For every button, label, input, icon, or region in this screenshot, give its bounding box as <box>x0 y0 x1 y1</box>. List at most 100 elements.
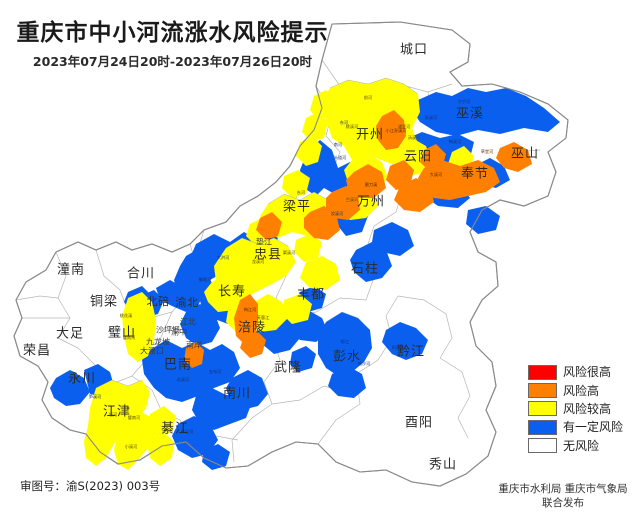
district-label: 南川 <box>222 386 252 402</box>
legend-swatch <box>528 364 557 380</box>
river-label: 浦里河 <box>397 124 411 129</box>
river-label: 大洪河 <box>216 255 230 260</box>
river-label: 汤溪河 <box>407 135 421 140</box>
river-label: 小溪河 <box>124 444 138 449</box>
district-label: 酉阳 <box>404 415 434 431</box>
legend-label: 风险很高 <box>563 365 612 380</box>
river-label: 彭溪河 <box>424 115 438 120</box>
risk-areas-high <box>184 110 532 368</box>
district-label: 开州 <box>355 127 385 143</box>
district-label: 江北 <box>180 317 196 327</box>
district-label: 巫溪 <box>455 106 485 122</box>
river-label: 细沙河 <box>357 361 371 366</box>
river-label: 五布河 <box>208 369 222 374</box>
river-label: 渠溪河 <box>282 250 296 255</box>
river-label: 桃花溪 <box>119 313 133 318</box>
district-label: 潼南 <box>56 262 86 278</box>
river-label: 小江澎溪河 <box>385 128 407 133</box>
issuer-line-2: 联合发布 <box>542 497 584 509</box>
district-label: 万州 <box>356 194 386 210</box>
district-label: 合川 <box>126 266 156 282</box>
river-label: 龙溪河 <box>251 259 265 264</box>
river-label: 东河 <box>296 190 306 195</box>
district-label: 渝北 <box>175 296 199 309</box>
district-label: 九龙坡 <box>146 337 170 347</box>
map-approval-number: 审图号：渝S(2023) 003号 <box>20 479 161 493</box>
page-subtitle: 2023年07月24日20时-2023年07月26日20时 <box>32 54 313 69</box>
district-label: 涪陵 <box>237 320 267 336</box>
district-label: 璧山 <box>107 325 137 341</box>
district-label: 沙坪坝 <box>156 325 180 335</box>
river-label: 东河 <box>339 120 349 125</box>
district-label: 永川 <box>67 371 97 387</box>
river-label: 草堂河 <box>480 149 494 154</box>
district-label: 彭水 <box>332 349 362 365</box>
district-label: 巫山 <box>510 146 540 162</box>
legend-label: 风险高 <box>563 383 600 398</box>
river-label: 塘河 <box>108 412 118 417</box>
river-label: 头道河 <box>333 155 347 160</box>
issuer-block: 重庆市水利局 重庆市气象局 联合发布 <box>484 482 642 510</box>
district-label: 城口 <box>399 42 429 58</box>
legend-row: 风险高 <box>528 381 623 399</box>
river-label: 芙蓉江 <box>256 315 270 320</box>
district-label: 巴南 <box>163 357 193 373</box>
district-label: 长寿 <box>217 284 247 300</box>
district-label: 江津 <box>102 404 132 420</box>
issuer-line-1: 重庆市水利局 重庆市气象局 <box>498 483 628 495</box>
district-label: 黔江 <box>396 344 426 360</box>
legend-swatch <box>528 438 557 454</box>
river-label: 前河 <box>363 95 373 100</box>
river-label: 梅江河 <box>243 307 257 312</box>
district-label: 北碚 <box>146 295 170 308</box>
legend-label: 无风险 <box>563 438 600 453</box>
district-label: 忠县 <box>253 247 283 263</box>
river-label: 阿蓬江 <box>391 345 405 350</box>
district-label: 垫江 <box>256 237 272 247</box>
river-label: 梅溪河 <box>448 139 462 144</box>
river-label: 磨刀溪 <box>364 182 378 187</box>
legend-row: 风险很高 <box>528 363 623 381</box>
river-label: 大宁河 <box>457 99 471 104</box>
district-label: 綦江 <box>160 421 190 437</box>
river-label: 璧南河 <box>122 335 136 340</box>
district-label: 大足 <box>55 326 85 342</box>
page-title: 重庆市中小河流涨水风险提示 <box>16 19 329 46</box>
district-label: 铜梁 <box>89 294 119 310</box>
river-label: 苎溪河 <box>345 197 359 202</box>
district-label: 秀山 <box>428 457 458 473</box>
legend-label: 有一定风险 <box>563 420 624 435</box>
legend-row: 风险较高 <box>528 400 623 418</box>
river-label: 汝溪河 <box>330 211 344 216</box>
district-label: 石柱 <box>350 261 380 277</box>
district-label: 梁平 <box>282 199 312 215</box>
title-block: 重庆市中小河流涨水风险提示 2023年07月24日20时-2023年07月26日… <box>0 18 345 70</box>
district-label: 云阳 <box>403 149 433 165</box>
district-label: 南岸 <box>186 340 202 350</box>
legend-row: 无风险 <box>528 437 623 455</box>
legend-swatch <box>528 383 557 399</box>
river-label: 花溪河 <box>176 377 190 382</box>
district-label: 渝中 <box>171 327 187 337</box>
province-outline-top <box>13 21 569 487</box>
river-label: 大溪河 <box>429 172 443 177</box>
river-label: 御临河 <box>198 277 212 282</box>
legend: 风险很高风险高风险较高有一定风险无风险 <box>528 363 623 455</box>
district-label: 丰都 <box>296 287 326 303</box>
river-label: 笋溪河 <box>88 394 102 399</box>
river-label: 南河 <box>333 142 343 147</box>
legend-label: 风险较高 <box>563 401 612 416</box>
river-label: 郁江 <box>340 339 350 344</box>
legend-swatch <box>528 419 557 435</box>
district-boundaries-overlay <box>95 77 419 389</box>
district-label: 大渡口 <box>140 346 164 356</box>
district-label: 武隆 <box>273 360 303 376</box>
legend-row: 有一定风险 <box>528 418 623 436</box>
river-label: 桃溪河 <box>345 124 359 129</box>
district-label: 奉节 <box>460 166 490 182</box>
legend-swatch <box>528 401 557 417</box>
river-label: 綦江河 <box>180 429 194 434</box>
